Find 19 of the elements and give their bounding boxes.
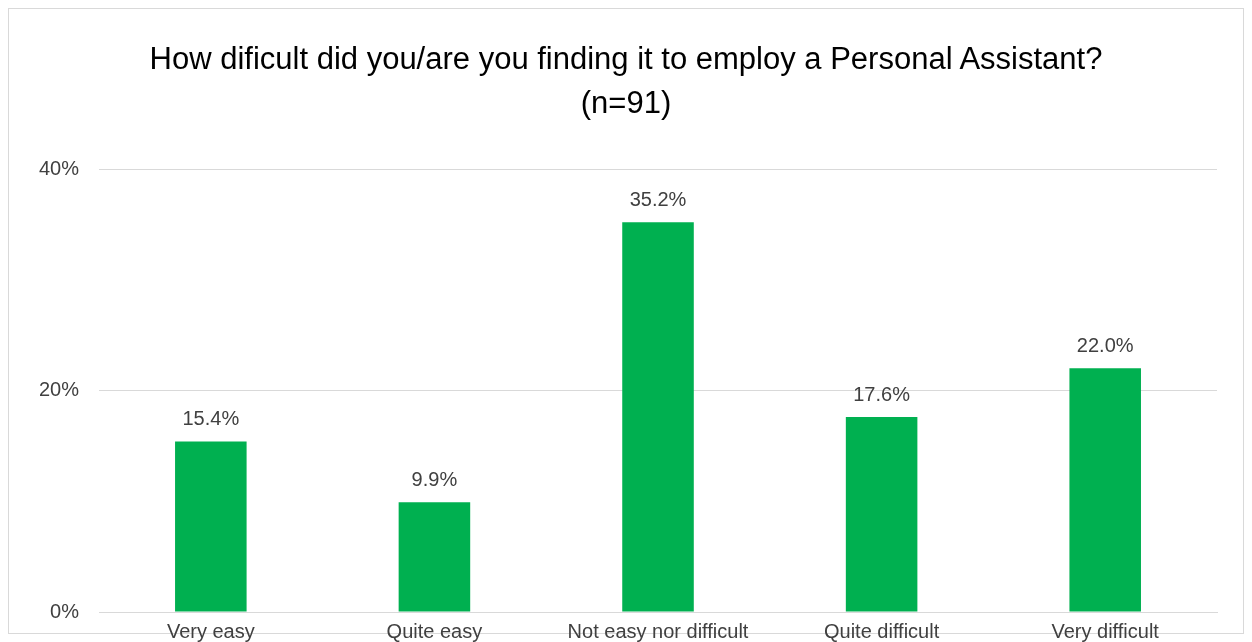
data-label: 15.4% — [182, 406, 240, 429]
y-tick-label: 40% — [39, 156, 80, 179]
x-tick-label: Quite easy — [386, 619, 483, 642]
bar — [1069, 368, 1141, 612]
bar — [175, 441, 247, 612]
y-tick-label: 20% — [39, 378, 80, 401]
data-label: 17.6% — [853, 382, 911, 405]
data-label: 35.2% — [629, 187, 687, 210]
chart-title: How dificult did you/are you finding it to employ a Personal Assistant? (n=91) — [148, 40, 1104, 122]
bar — [845, 417, 918, 612]
x-tick-label: Very difficult — [1051, 619, 1160, 642]
data-label: 22.0% — [1076, 333, 1134, 356]
x-tick-label: Not easy nor difficult — [567, 619, 749, 642]
x-tick-label: Quite difficult — [823, 619, 940, 642]
x-tick-label: Very easy — [166, 619, 255, 642]
bar — [398, 502, 471, 612]
data-label: 9.9% — [411, 467, 458, 490]
y-tick-label: 0% — [50, 599, 80, 622]
bar — [622, 222, 694, 612]
